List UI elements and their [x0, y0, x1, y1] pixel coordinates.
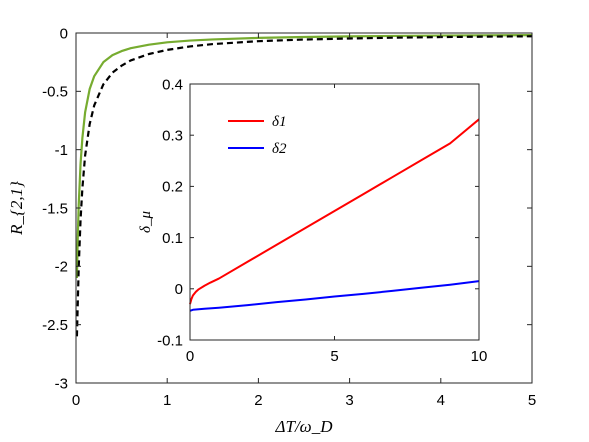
inset-y-tick-label: 0: [175, 281, 183, 298]
main-y-axis-label: R_{2,1}: [7, 181, 26, 236]
inset-y-tick-label: -0.1: [157, 332, 183, 349]
inset-series-group: [189, 118, 480, 312]
inset-y-tick-label: 0.2: [162, 179, 183, 196]
inset-series-2-line: [189, 280, 480, 312]
main-ticks-group: 0 1 2 3 4 5 -3 -2.5 -2 -1.5 -1 -0.5 0: [42, 25, 536, 409]
inset-series-1-line: [189, 118, 480, 305]
main-series-group: [75, 34, 533, 337]
main-y-tick-label: -3: [55, 375, 68, 392]
legend-label-1: δ1: [272, 114, 286, 130]
inset-x-tick-label: 10: [471, 348, 488, 365]
main-x-tick-label: 2: [254, 392, 262, 409]
main-y-tick-label: 0: [60, 25, 68, 42]
main-y-tick-label: -2: [55, 259, 68, 276]
main-y-tick-label: -2.5: [42, 317, 68, 334]
inset-y-tick-label: 0.1: [162, 230, 183, 247]
main-y-tick-label: -1: [55, 142, 68, 159]
main-x-tick-label: 5: [528, 392, 536, 409]
inset-y-axis-label: δ_μ: [138, 211, 154, 233]
legend-label-2: δ2: [272, 141, 287, 157]
main-x-tick-label: 3: [345, 392, 353, 409]
inset-legend: δ1 δ2: [228, 114, 287, 157]
main-series-2-line: [75, 35, 533, 337]
main-x-tick-label: 0: [72, 392, 80, 409]
main-x-axis-label: ΔT/ω_D: [275, 417, 334, 436]
inset-x-tick-label: 5: [330, 348, 338, 365]
inset-ticks-group: 0 5 10-0.100.10.20.30.4: [157, 76, 487, 365]
inset-y-tick-label: 0.3: [162, 127, 183, 144]
main-series-1-line: [75, 34, 533, 279]
main-x-tick-label: 1: [163, 392, 171, 409]
main-y-tick-label: -0.5: [42, 84, 68, 101]
main-y-tick-label: -1.5: [42, 200, 68, 217]
inset-y-tick-label: 0.4: [162, 76, 183, 93]
main-x-tick-label: 4: [437, 392, 445, 409]
inset-x-tick-label: 0: [186, 348, 194, 365]
